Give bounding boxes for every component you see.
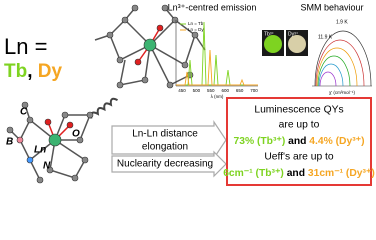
atom-label: N <box>43 161 51 172</box>
dy-qy: 4.4% (Dy³⁺) <box>309 136 364 147</box>
cole-cole <box>312 30 372 87</box>
results-line: 6cm⁻¹ (Tb³⁺) and 31cm⁻¹ (Dy³⁺) <box>223 167 375 179</box>
smm-label: 11.9 K <box>318 34 333 40</box>
and: and <box>285 136 309 147</box>
spectrum-xlabel: λ (nm) <box>211 94 224 99</box>
x-tick-label: 500 <box>193 88 201 93</box>
ln-values: Tb, Dy <box>4 61 63 82</box>
tb-ueff: 6cm⁻¹ (Tb³⁺) <box>223 167 284 179</box>
dy-glow <box>288 35 306 53</box>
legend-entry: Ln = Dy <box>188 27 204 32</box>
ln-label: Ln = <box>4 34 47 59</box>
spectrum <box>175 20 258 87</box>
smm-label: 1.9 K <box>336 19 348 25</box>
arrow <box>111 120 227 160</box>
dy-ueff: 31cm⁻¹ (Dy³⁺) <box>308 167 375 179</box>
legend-entry: Ln = Tb <box>188 21 204 26</box>
arrow-text: Nuclearity decreasing <box>117 159 213 170</box>
tb: Tb <box>4 61 27 82</box>
arrow-text: Ln-Ln distance <box>132 129 198 140</box>
graphic: Ln = Tb, Dy C B Ln O N Ln³⁺-centred emis… <box>4 2 375 186</box>
dy: Dy <box>38 61 63 82</box>
atom-label: B <box>6 137 13 148</box>
atom-labels: C B Ln O N <box>6 107 80 172</box>
atom-label: Ln <box>34 145 46 156</box>
spring <box>90 97 119 119</box>
results-line: Luminescence QYs <box>254 105 343 116</box>
spectrum-legend: Ln = Tb Ln = Dy <box>180 21 204 32</box>
sep: , <box>27 61 38 82</box>
arrow-text: elongation <box>142 142 188 153</box>
x-tick-label: 700 <box>250 88 258 93</box>
x-tick-label: 450 <box>178 88 186 93</box>
x-tick-label: 650 <box>236 88 244 93</box>
results-line: 73% (Tb³⁺) and 4.4% (Dy³⁺) <box>233 136 364 147</box>
emission-title: Ln³⁺-centred emission <box>168 2 257 12</box>
image-label: Tb³⁺ <box>264 31 275 37</box>
atoms-bottom <box>6 101 94 184</box>
results-line: Ueff's are up to <box>264 152 334 163</box>
page: Ln = Tb, Dy C B Ln O N Ln³⁺-centred emis… <box>4 2 375 186</box>
x-tick-label: 600 <box>221 88 229 93</box>
arrow <box>111 150 227 178</box>
tb-glow <box>264 35 282 53</box>
spectrum-ticks: 450 500 550 600 650 700 <box>178 88 258 93</box>
image-label: Dy³⁺ <box>288 31 299 37</box>
results: Luminescence QYs are up to 73% (Tb³⁺) an… <box>223 105 375 179</box>
ln-prefix: Ln = <box>4 34 47 59</box>
atoms-top <box>106 4 199 89</box>
smm-title: SMM behaviour <box>300 2 363 12</box>
tb-qy: 73% (Tb³⁺) <box>233 136 285 147</box>
smm-xlabel: χ' (cm³mol⁻¹) <box>329 90 356 95</box>
and: and <box>284 168 308 179</box>
atom-label: O <box>72 129 80 140</box>
x-tick-label: 550 <box>207 88 215 93</box>
results-line: are up to <box>279 120 320 131</box>
atom-label: C <box>20 107 28 118</box>
results-box <box>226 97 372 186</box>
